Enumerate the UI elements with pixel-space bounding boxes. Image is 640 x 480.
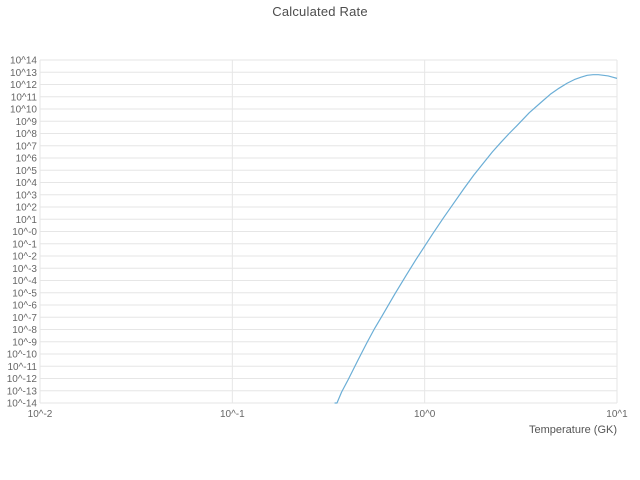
y-tick-label: 10^2 xyxy=(16,203,38,214)
y-tick-label: 10^6 xyxy=(16,154,38,165)
y-tick-label: 10^-0 xyxy=(12,227,37,238)
y-tick-label: 10^-13 xyxy=(7,386,38,397)
x-tick-label: 10^-1 xyxy=(220,409,245,420)
y-tick-label: 10^1 xyxy=(16,215,38,226)
y-tick-label: 10^12 xyxy=(10,80,37,91)
x-tick-label: 10^0 xyxy=(414,409,436,420)
y-tick-label: 10^-3 xyxy=(12,264,37,275)
y-tick-label: 10^-7 xyxy=(12,313,37,324)
y-tick-label: 10^3 xyxy=(16,190,38,201)
y-tick-label: 10^9 xyxy=(16,117,38,128)
y-tick-label: 10^5 xyxy=(16,166,38,177)
y-tick-label: 10^13 xyxy=(10,68,37,79)
y-tick-label: 10^14 xyxy=(10,56,37,67)
series-line xyxy=(334,74,618,404)
y-tick-label: 10^11 xyxy=(11,92,38,103)
y-tick-label: 10^-2 xyxy=(12,252,37,263)
y-tick-label: 10^7 xyxy=(16,141,38,152)
x-tick-label: 10^1 xyxy=(606,409,628,420)
chart-title: Calculated Rate xyxy=(272,4,368,19)
y-tick-label: 10^4 xyxy=(16,178,38,189)
y-tick-label: 10^-4 xyxy=(12,276,37,287)
y-tick-label: 10^8 xyxy=(16,129,38,140)
y-tick-label: 10^-10 xyxy=(7,350,38,361)
y-tick-label: 10^-6 xyxy=(12,301,37,312)
x-axis-label: Temperature (GK) xyxy=(528,424,617,436)
grid-layer xyxy=(39,59,618,404)
series-layer xyxy=(334,74,618,404)
y-tick-label: 10^-1 xyxy=(12,239,37,250)
y-tick-label: 10^10 xyxy=(10,105,37,116)
y-tick-label: 10^-14 xyxy=(7,399,38,410)
x-tick-label: 10^-2 xyxy=(28,409,53,420)
y-tick-label: 10^-11 xyxy=(7,362,37,373)
y-tick-label: 10^-9 xyxy=(12,337,37,348)
y-tick-label: 10^-5 xyxy=(12,288,37,299)
y-tick-label: 10^-12 xyxy=(7,374,38,385)
y-tick-label: 10^-8 xyxy=(12,325,37,336)
